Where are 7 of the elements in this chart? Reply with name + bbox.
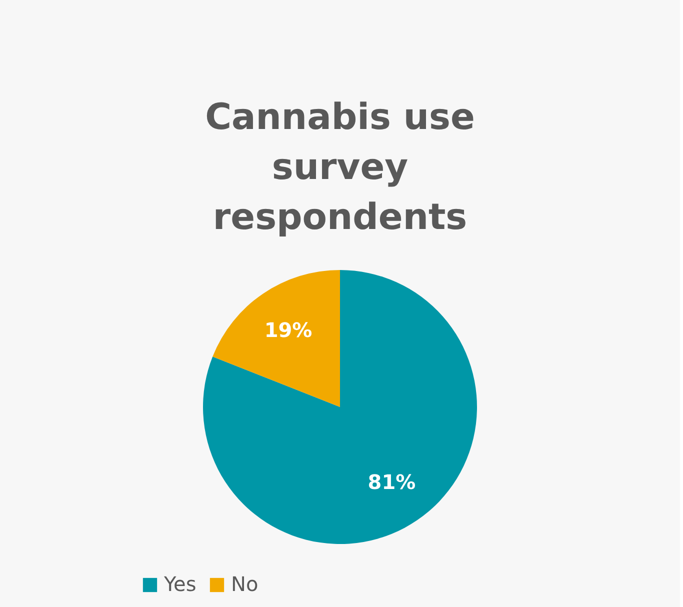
chart-title: Cannabis use survey respondents: [205, 97, 475, 238]
data-label: 19%: [264, 318, 312, 342]
legend-label: No: [231, 572, 258, 596]
pie-slice: [212, 270, 340, 407]
data-label: 81%: [368, 470, 416, 494]
pie-slice: [203, 270, 477, 544]
legend-label: Yes: [163, 572, 196, 596]
